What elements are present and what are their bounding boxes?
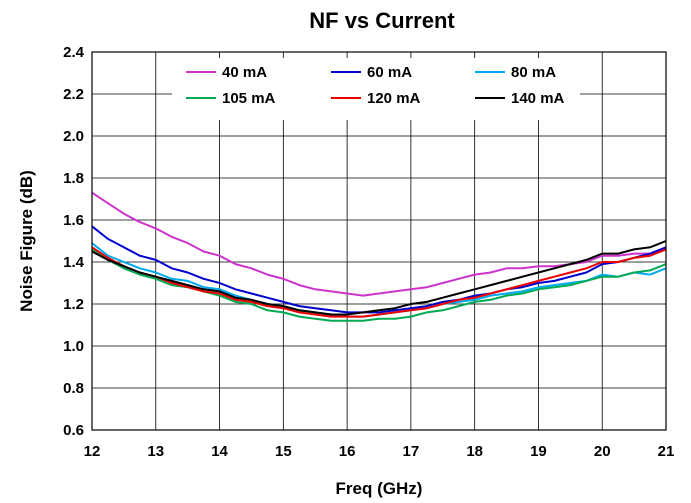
series-line-120-ma	[91, 246, 667, 318]
legend-box	[172, 58, 580, 120]
plot-frame	[91, 51, 667, 431]
series-group	[91, 191, 667, 322]
x-tick-label: 20	[594, 443, 611, 460]
y-tick-label: 0.6	[63, 422, 84, 439]
x-tick-label: 15	[275, 443, 292, 460]
y-tick-label: 1.6	[63, 212, 84, 229]
legend-label-60-ma: 60 mA	[367, 64, 412, 81]
x-tick-label: 17	[403, 443, 420, 460]
x-tick-labels: 12 13 14 15 16 17 18 19 20 21	[84, 443, 675, 460]
legend: 40 mA 60 mA 80 mA 105 mA 120 mA 140 mA	[172, 58, 580, 120]
legend-label-120-ma: 120 mA	[367, 90, 421, 107]
legend-label-40-ma: 40 mA	[222, 64, 267, 81]
x-tick-label: 19	[530, 443, 547, 460]
chart-title: NF vs Current	[309, 8, 455, 33]
legend-label-80-ma: 80 mA	[511, 64, 556, 81]
x-tick-label: 12	[84, 443, 101, 460]
x-tick-label: 16	[339, 443, 356, 460]
x-tick-label: 14	[211, 443, 228, 460]
x-tick-label: 21	[658, 443, 675, 460]
legend-label-105-ma: 105 mA	[222, 90, 276, 107]
y-tick-label: 0.8	[63, 380, 84, 397]
x-axis-title: Freq (GHz)	[336, 479, 423, 498]
y-tick-label: 1.4	[63, 254, 85, 271]
y-axis-title: Noise Figure (dB)	[17, 170, 36, 312]
x-tick-label: 18	[466, 443, 483, 460]
legend-label-140-ma: 140 mA	[511, 90, 565, 107]
y-tick-label: 2.2	[63, 86, 84, 103]
series-line-60-ma	[91, 225, 667, 314]
x-tick-label: 13	[147, 443, 164, 460]
y-tick-label: 1.2	[63, 296, 84, 313]
y-tick-label: 1.8	[63, 170, 84, 187]
series-line-140-ma	[91, 240, 667, 316]
y-tick-labels: 0.6 0.8 1.0 1.2 1.4 1.6 1.8 2.0 2.2 2.4	[63, 44, 85, 439]
series-line-80-ma	[91, 242, 667, 318]
y-tick-label: 1.0	[63, 338, 84, 355]
y-tick-label: 2.0	[63, 128, 84, 145]
y-tick-label: 2.4	[63, 44, 85, 61]
